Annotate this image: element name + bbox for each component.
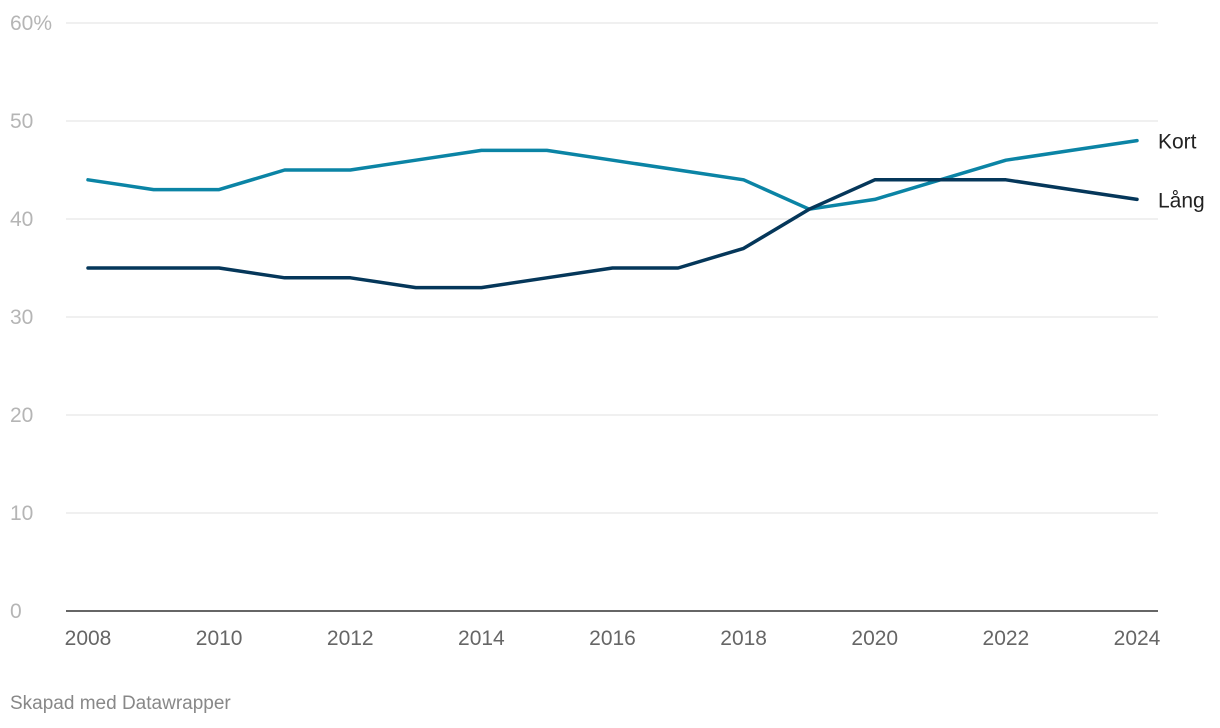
x-tick-label-2018: 2018 (720, 627, 767, 650)
x-tick-label-2010: 2010 (196, 627, 243, 650)
x-tick-label-2022: 2022 (983, 627, 1030, 650)
y-tick-label-20: 20 (10, 404, 33, 427)
y-tick-label-0: 0 (10, 600, 22, 623)
x-axis-tick-labels: 2008 2010 2012 2014 2016 2018 2020 2022 2024 (65, 627, 1161, 650)
x-tick-label-2008: 2008 (65, 627, 112, 650)
y-tick-label-50: 50 (10, 110, 33, 133)
y-tick-label-40: 40 (10, 208, 33, 231)
y-tick-label-10: 10 (10, 502, 33, 525)
series-line-1 (86, 138, 1139, 211)
datawrapper-credit: Skapad med Datawrapper (10, 693, 231, 714)
y-tick-label-60: 60% (10, 12, 52, 35)
series-label-2: Lång (1158, 189, 1205, 212)
x-tick-label-2016: 2016 (589, 627, 636, 650)
y-axis-tick-labels: 0 10 20 30 40 50 60% (10, 12, 52, 623)
series-label-1: Kort (1158, 131, 1197, 154)
x-tick-label-2012: 2012 (327, 627, 374, 650)
y-tick-label-30: 30 (10, 306, 33, 329)
x-tick-label-2024: 2024 (1114, 627, 1161, 650)
series-lines (86, 138, 1139, 290)
x-tick-label-2020: 2020 (851, 627, 898, 650)
series-labels: Kort Lång (1158, 131, 1205, 213)
gridlines (66, 22, 1158, 612)
x-tick-label-2014: 2014 (458, 627, 505, 650)
series-line-2 (86, 178, 1139, 290)
